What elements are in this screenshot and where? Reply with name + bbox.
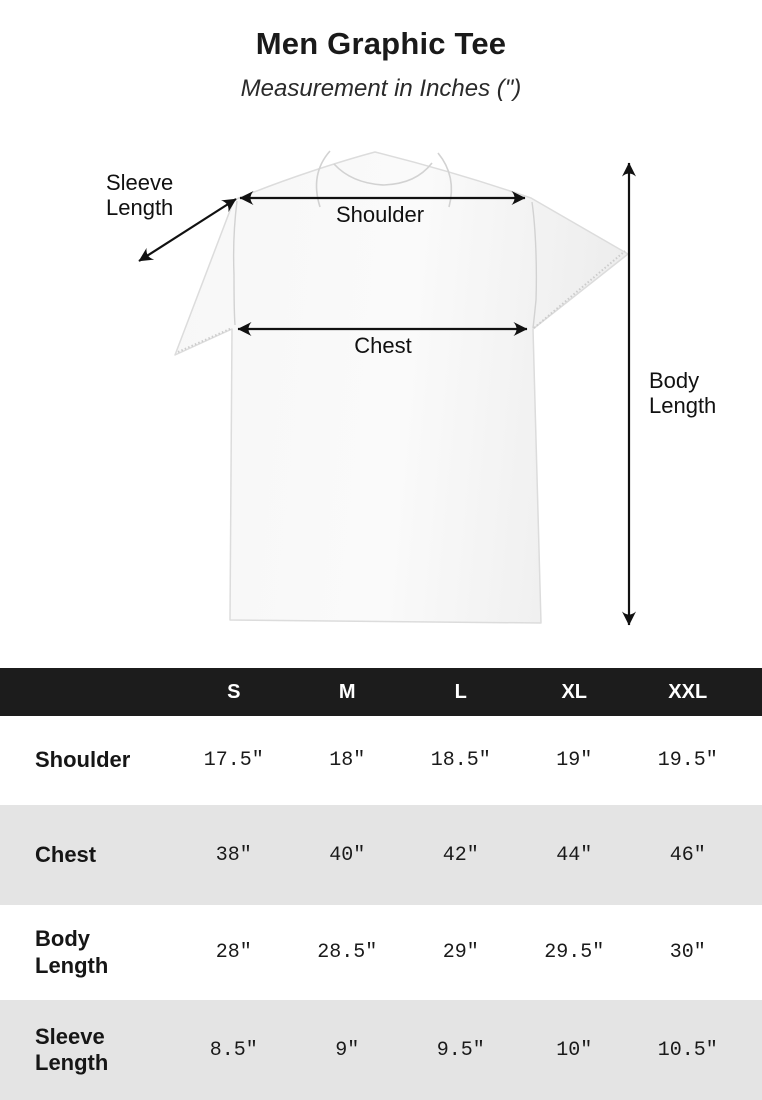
svg-text:Length: Length — [106, 195, 173, 220]
svg-text:Sleeve: Sleeve — [106, 170, 173, 195]
svg-text:Length: Length — [649, 393, 716, 418]
svg-text:Shoulder: Shoulder — [336, 202, 424, 227]
svg-text:Body: Body — [649, 368, 699, 393]
svg-text:Chest: Chest — [354, 333, 411, 358]
